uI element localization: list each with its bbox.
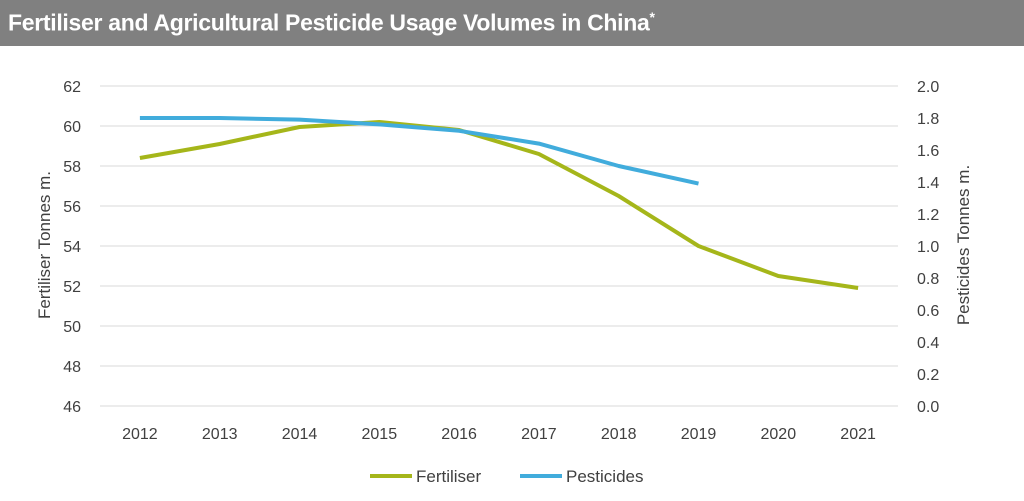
x-tick-label: 2013 — [202, 426, 238, 443]
legend-label-pesticides: Pesticides — [566, 467, 643, 486]
x-tick-label: 2019 — [681, 426, 717, 443]
x-tick-label: 2014 — [282, 426, 318, 443]
right-tick-label: 1.4 — [917, 175, 939, 192]
left-axis-title: Fertiliser Tonnes m. — [35, 171, 54, 319]
right-tick-label: 0.2 — [917, 367, 939, 384]
right-tick-label: 0.0 — [917, 399, 939, 416]
series-line-fertiliser — [139, 120, 859, 290]
x-tick-label: 2021 — [840, 426, 876, 443]
chart-title-mark: * — [649, 9, 655, 25]
left-tick-label: 48 — [63, 359, 81, 376]
right-tick-label: 2.0 — [917, 79, 939, 96]
left-tick-label: 52 — [63, 279, 81, 296]
left-tick-label: 56 — [63, 199, 81, 216]
legend: Fertiliser Pesticides — [370, 467, 643, 486]
left-tick-label: 62 — [63, 79, 81, 96]
right-axis-ticks: 0.0 0.2 0.4 0.6 0.8 1.0 1.2 1.4 1.6 1.8 2.0 — [917, 79, 939, 416]
left-axis-ticks: 46 48 50 52 54 56 58 60 62 — [63, 79, 81, 416]
right-tick-label: 1.2 — [917, 207, 939, 224]
gridlines — [100, 85, 898, 407]
left-tick-label: 54 — [63, 239, 81, 256]
right-tick-label: 1.8 — [917, 111, 939, 128]
x-tick-label: 2017 — [521, 426, 557, 443]
right-tick-label: 0.4 — [917, 335, 939, 352]
left-tick-label: 58 — [63, 159, 81, 176]
x-tick-label: 2016 — [441, 426, 477, 443]
legend-label-fertiliser: Fertiliser — [416, 467, 482, 486]
left-tick-label: 50 — [63, 319, 81, 336]
x-axis-ticks: 2012 2013 2014 2015 2016 2017 2018 2019 2020 2021 — [122, 426, 876, 443]
x-tick-label: 2020 — [761, 426, 797, 443]
series-lines — [139, 116, 859, 290]
right-tick-label: 0.8 — [917, 271, 939, 288]
series-line-pesticides — [139, 116, 699, 186]
x-tick-label: 2015 — [362, 426, 398, 443]
left-tick-label: 46 — [63, 399, 81, 416]
chart-title-text: Fertiliser and Agricultural Pesticide Us… — [8, 9, 650, 36]
left-tick-label: 60 — [63, 119, 81, 136]
right-tick-label: 1.6 — [917, 143, 939, 160]
right-tick-label: 0.6 — [917, 303, 939, 320]
x-tick-label: 2018 — [601, 426, 637, 443]
chart-title: Fertiliser and Agricultural Pesticide Us… — [8, 9, 655, 37]
right-tick-label: 1.0 — [917, 239, 939, 256]
x-tick-label: 2012 — [122, 426, 158, 443]
chart-title-bar: Fertiliser and Agricultural Pesticide Us… — [0, 0, 1024, 46]
right-axis-title: Pesticides Tonnes m. — [954, 165, 973, 325]
